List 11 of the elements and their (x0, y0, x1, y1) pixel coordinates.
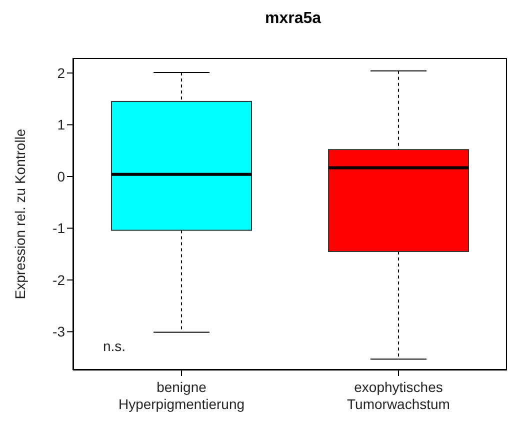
annotation: n.s. (103, 338, 126, 354)
y-tick-label: -2 (52, 272, 66, 288)
y-tick-label: -1 (52, 220, 66, 236)
y-tick-label: -3 (52, 324, 66, 340)
y-axis-title: Expression rel. zu Kontrolle (12, 128, 28, 300)
chart-title: mxra5a (264, 10, 322, 28)
y-tick-label: 0 (57, 168, 66, 184)
x-tick-label: benigne Hyperpigmentierung (118, 379, 245, 412)
x-tick-label: exophytisches Tumorwachstum (347, 379, 450, 412)
y-tick-label: 1 (57, 116, 66, 133)
y-tick-label: 2 (57, 64, 66, 81)
